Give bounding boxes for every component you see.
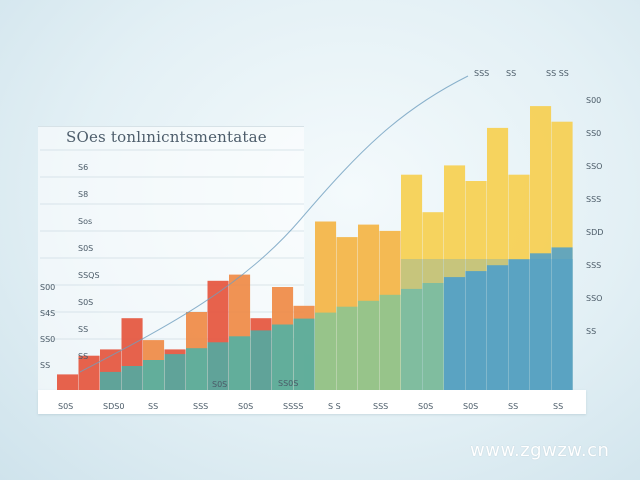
y-tick-label-left: Sos (78, 217, 92, 226)
bar-base-segment (465, 271, 487, 390)
x-tick-label: SDS0 (103, 402, 124, 411)
bar (57, 374, 79, 390)
bar-base-segment (315, 312, 337, 390)
trend-path (79, 75, 469, 373)
bar-base-segment (444, 277, 466, 390)
watermark-text: www.zgwzw.cn (470, 440, 610, 461)
bar-base-segment (250, 330, 272, 390)
bar-base-segment (401, 288, 423, 390)
y-tick-label-right: SSS (586, 195, 601, 204)
y-tick-label-left: SS (78, 325, 88, 334)
bar-base-segment (229, 336, 251, 390)
bar-base-segment (336, 306, 358, 390)
top-tick-label: SSS (474, 69, 489, 78)
bar-base-segment (272, 324, 294, 390)
y-tick-label-right: S00 (586, 96, 601, 105)
y-tick-label-outer: SS0 (40, 335, 55, 344)
y-tick-label-left: SS (78, 352, 88, 361)
x-tick-label: S0S (238, 402, 253, 411)
y-tick-label-outer: S4S (40, 309, 55, 318)
bar-base-segment (100, 371, 122, 390)
x-tick-label: SSS (193, 402, 208, 411)
x-tick-label: SS (553, 402, 563, 411)
bar-base-segment (508, 259, 530, 390)
y-tick-label-left: S8 (78, 190, 88, 199)
y-tick-label-right: SDD (586, 228, 603, 237)
y-tick-label-right: SSS (586, 261, 601, 270)
bar-base-segment (164, 354, 186, 390)
y-tick-label-outer: S00 (40, 283, 55, 292)
x-tick-label: SS (508, 402, 518, 411)
bar-base-segment (530, 253, 552, 390)
x-tick-label: S0S (418, 402, 433, 411)
x-tick-label: SSSS (283, 402, 303, 411)
y-tick-label-right: SS0 (586, 129, 601, 138)
bar-base-segment (293, 318, 315, 390)
x-axis-strip (38, 390, 586, 414)
x-tick-label: S0S (463, 402, 478, 411)
x-tick-label: S S (328, 402, 341, 411)
y-tick-label-left: S6 (78, 163, 88, 172)
y-tick-label-left: S0S (78, 298, 93, 307)
bar-base-segment (487, 265, 509, 390)
bar-base-segment (143, 360, 165, 390)
y-tick-label-left: SSQS (78, 271, 100, 280)
top-tick-label: SS SS (546, 69, 569, 78)
base-band (100, 247, 573, 390)
bar-base-segment (186, 348, 208, 390)
y-tick-label-outer: SS (40, 361, 50, 370)
inline-label: S0S (212, 380, 227, 389)
trend-line (79, 75, 469, 373)
x-tick-label: S0S (58, 402, 73, 411)
y-tick-label-right: SSO (586, 294, 602, 303)
y-tick-label-right: SSO (586, 162, 602, 171)
y-tick-label-right: SS (586, 327, 596, 336)
top-tick-label: SS (506, 69, 516, 78)
x-tick-label: SS (148, 402, 158, 411)
gridlines (40, 149, 304, 340)
bar-base-segment (358, 300, 380, 390)
tick-label-group: S6S8SosS0SSSQSS0SSSSSS00S4SSS0SSS00SS0SS… (40, 69, 603, 411)
bar-base-segment (379, 294, 401, 390)
x-tick-label: SSS (373, 402, 388, 411)
chart-title: SOes tonlınicntsmentatae (66, 128, 267, 146)
bar-base-segment (121, 366, 143, 390)
y-tick-label-left: S0S (78, 244, 93, 253)
cool-overlay (401, 259, 573, 390)
bar-base-segment (551, 247, 573, 390)
inline-label: SS0S (278, 379, 298, 388)
bar-base-segment (422, 283, 444, 390)
bar-base-segment (207, 342, 229, 390)
